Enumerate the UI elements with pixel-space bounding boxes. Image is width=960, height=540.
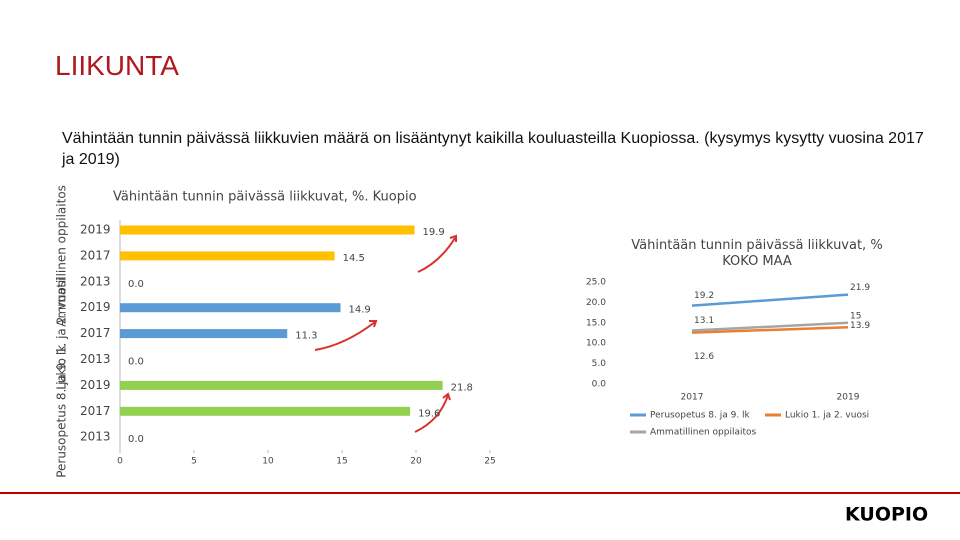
value-label: 15 <box>850 311 861 321</box>
x-tick-label: 0 <box>117 457 123 467</box>
legend-label: Ammatillinen oppilaitos <box>650 428 757 438</box>
bar <box>120 251 335 261</box>
legend-label: Lukio 1. ja 2. vuosi <box>785 411 869 421</box>
category-label: 2019 <box>80 300 111 314</box>
value-label: 13.1 <box>694 316 714 326</box>
line <box>691 326 849 334</box>
chart-title: Vähintään tunnin päivässä liikkuvat, %. … <box>113 190 417 205</box>
line <box>691 321 849 332</box>
value-label: 12.6 <box>694 352 714 362</box>
category-label: 2019 <box>80 378 111 392</box>
value-label: 11.3 <box>295 331 317 342</box>
value-label: 19.2 <box>694 291 714 301</box>
bar <box>120 380 443 390</box>
value-label: 19.9 <box>423 227 445 238</box>
bar <box>120 303 341 313</box>
line <box>691 293 849 307</box>
category-label: 2017 <box>80 248 111 262</box>
x-tick-label: 2019 <box>837 393 860 403</box>
legend-label: Perusopetus 8. ja 9. lk <box>650 411 751 421</box>
value-label: 21.9 <box>850 283 870 293</box>
value-label: 0.0 <box>128 357 144 368</box>
bar <box>120 329 288 339</box>
y-tick-label: 10.0 <box>586 339 606 349</box>
x-tick-label: 25 <box>484 457 495 467</box>
category-label: 2017 <box>80 404 111 418</box>
x-tick-label: 5 <box>191 457 197 467</box>
group-label: Perusopetus 8. ja 9. lk <box>55 345 69 478</box>
value-label: 0.0 <box>128 434 144 445</box>
y-tick-label: 25.0 <box>586 278 606 288</box>
y-tick-label: 5.0 <box>592 359 607 369</box>
category-label: 2013 <box>80 274 111 288</box>
group-label: Lukio 1. ja 2. vuosi <box>55 278 69 390</box>
y-tick-label: 15.0 <box>586 318 606 328</box>
x-tick-label: 10 <box>262 457 274 467</box>
x-tick-label: 15 <box>336 457 347 467</box>
bar <box>120 406 411 416</box>
category-label: 2013 <box>80 352 111 366</box>
logo: KUOPIO <box>845 504 928 526</box>
group-label: Ammatillinen oppilaitos <box>55 185 69 327</box>
value-label: 0.0 <box>128 279 144 290</box>
slide-subtitle: Vähintään tunnin päivässä liikkuvien mää… <box>62 130 924 168</box>
y-tick-label: 20.0 <box>586 298 606 308</box>
arrows <box>314 234 457 433</box>
value-label: 19.6 <box>418 408 440 419</box>
value-label: 21.8 <box>451 382 473 393</box>
x-tick-label: 20 <box>410 457 422 467</box>
slide-title: LIIKUNTA <box>55 50 179 81</box>
y-tick-label: 0.0 <box>592 380 607 390</box>
chart-title: Vähintään tunnin päivässä liikkuvat, % KO… <box>631 238 882 269</box>
x-tick-label: 2017 <box>681 393 704 403</box>
category-label: 2017 <box>80 326 111 340</box>
value-label: 14.9 <box>349 305 371 316</box>
category-label: 2019 <box>80 223 111 237</box>
value-label: 13.9 <box>850 321 870 331</box>
category-label: 2013 <box>80 430 111 444</box>
value-label: 14.5 <box>343 253 365 264</box>
bar <box>120 225 415 235</box>
